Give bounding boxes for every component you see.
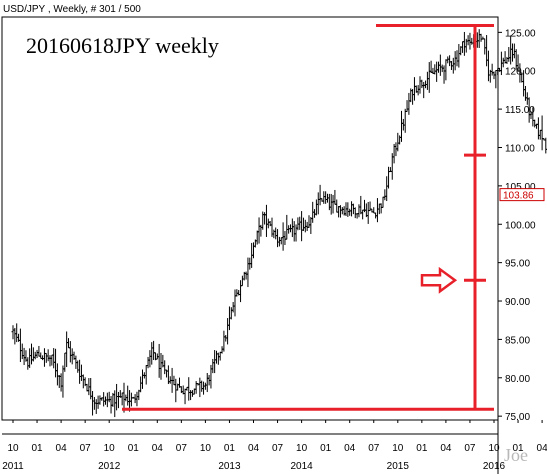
x-tick-label: 01 <box>31 443 43 454</box>
y-tick-label: 75.00 <box>505 412 530 423</box>
x-tick-label: 10 <box>7 443 19 454</box>
y-tick-label: 105.00 <box>505 182 536 193</box>
x-tick-label: 10 <box>104 443 116 454</box>
x-tick-label: 10 <box>488 443 500 454</box>
x-tick-label: 10 <box>392 443 404 454</box>
y-tick-label: 90.00 <box>505 297 530 308</box>
year-label: 2015 <box>387 461 410 472</box>
annotations <box>122 23 494 411</box>
last-price-box <box>499 188 545 202</box>
year-label: 2014 <box>290 461 313 472</box>
x-tick-label: 10 <box>296 443 308 454</box>
x-tick-label: 04 <box>56 443 68 454</box>
y-tick-label: 115.00 <box>505 105 535 116</box>
x-tick-label: 07 <box>368 443 380 454</box>
year-label: 2016 <box>483 461 506 472</box>
x-tick-label: 04 <box>152 443 164 454</box>
x-tick-label: 04 <box>440 443 452 454</box>
x-tick-label: 04 <box>248 443 260 454</box>
y-tick-label: 100.00 <box>505 220 536 231</box>
x-tick-label: 01 <box>224 443 236 454</box>
watermark: Joe <box>504 445 528 465</box>
y-tick-label: 85.00 <box>505 335 530 346</box>
x-tick-label: 07 <box>464 443 476 454</box>
x-tick-label: 01 <box>512 443 524 454</box>
x-tick-label: 01 <box>128 443 140 454</box>
x-tick-label: 01 <box>416 443 428 454</box>
year-label: 2011 <box>2 461 24 472</box>
y-tick-label: 125.00 <box>505 28 536 39</box>
plot-frame <box>1 16 499 421</box>
last-price-label: 103.86 <box>503 191 534 202</box>
y-tick-label: 120.00 <box>505 67 536 78</box>
x-tick-label: 07 <box>176 443 188 454</box>
x-tick-label: 10 <box>200 443 212 454</box>
x-tick-label: 01 <box>320 443 332 454</box>
overlay-title: 20160618JPY weekly <box>26 33 219 58</box>
y-tick-label: 80.00 <box>505 374 530 385</box>
x-tick-label: 07 <box>272 443 284 454</box>
x-tick-label: 04 <box>537 443 547 454</box>
axes: 125.00 120.00 115.00 110.00 105.00 100.00 95.0… <box>1 16 547 474</box>
x-tick-label: 07 <box>80 443 92 454</box>
price-bars <box>11 29 547 418</box>
y-tick-label: 110.00 <box>505 143 535 154</box>
right-arrow-icon <box>420 266 458 294</box>
y-tick-label: 95.00 <box>505 259 530 270</box>
year-label: 2012 <box>98 461 121 472</box>
x-tick-label: 04 <box>344 443 356 454</box>
year-label: 2013 <box>218 461 241 472</box>
chart-header: USD/JPY , Weekly, # 301 / 500 <box>3 4 141 15</box>
